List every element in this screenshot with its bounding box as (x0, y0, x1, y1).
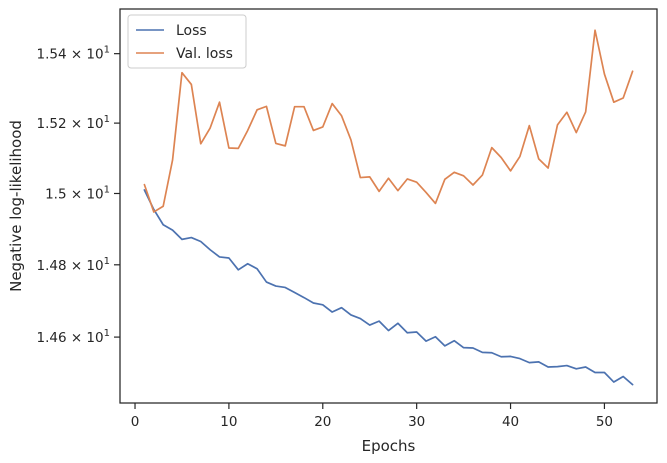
legend: Loss Val. loss (127, 14, 247, 69)
y-axis-label: Negative log-likelihood (7, 120, 25, 292)
legend-box (127, 14, 247, 69)
series-group (143, 29, 634, 386)
plot-area (120, 9, 657, 403)
x-tick-label: 40 (502, 414, 519, 430)
y-tick-label: 1.46 × 101 (36, 328, 110, 346)
series-line-val-loss (143, 29, 634, 213)
x-tick-label: 50 (596, 414, 613, 430)
x-tick-label: 20 (314, 414, 331, 430)
plot-frame (119, 8, 658, 404)
legend-label-loss: Loss (176, 23, 207, 39)
y-tick-label: 1.5 × 101 (45, 184, 110, 202)
y-tick-label: 1.52 × 101 (36, 114, 110, 132)
x-tick-label: 10 (220, 414, 237, 430)
y-tick-label: 1.48 × 101 (36, 256, 110, 274)
x-axis: 0 10 20 30 40 50 (131, 403, 613, 430)
y-tick-label: 1.54 × 101 (36, 45, 110, 63)
x-tick-label: 30 (408, 414, 425, 430)
series-line-loss (143, 189, 634, 386)
x-axis-label: Epochs (362, 437, 416, 455)
y-axis: 1.46 × 101 1.48 × 101 1.5 × 101 1.52 × 101 1… (36, 45, 120, 346)
x-tick-label: 0 (131, 414, 140, 430)
legend-label-val-loss: Val. loss (176, 46, 233, 62)
